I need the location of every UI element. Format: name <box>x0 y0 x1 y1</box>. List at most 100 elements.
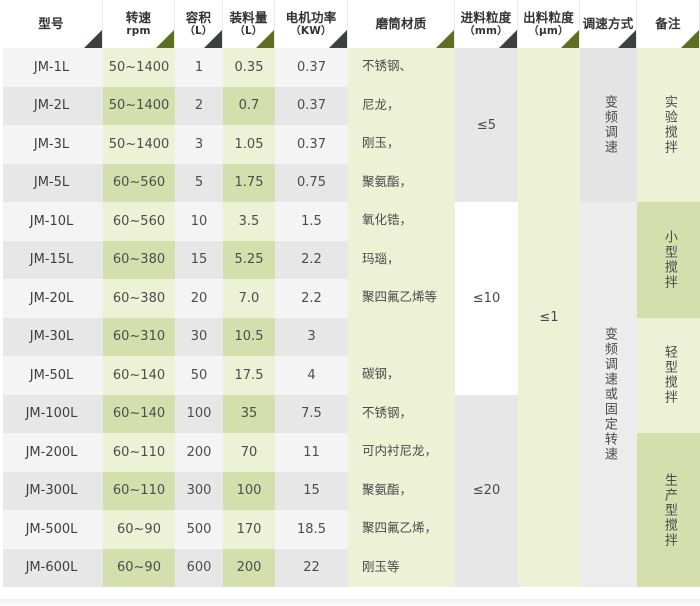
column-header-title: 磨筒材质 <box>375 16 427 32</box>
cell-power: 15 <box>275 471 348 510</box>
cell-rpm: 60~140 <box>103 394 175 433</box>
column-header-rpm[interactable]: 转速 rpm <box>103 0 175 48</box>
cell-rpm: 60~560 <box>103 202 175 241</box>
cell-load: 7.0 <box>223 279 275 318</box>
cell-model: JM-200L <box>0 433 103 472</box>
cell-rpm: 60~310 <box>103 317 175 356</box>
column-header-title: 调速方式 <box>582 16 634 32</box>
speed-value: 变频调速或固定转速 <box>601 327 617 462</box>
cell-material-merged: 不锈钢、 尼龙， 刚玉， 聚氨酯， 氧化锆， 玛瑙， 聚四氟乙烯等 碳钢， 不锈钢， 可内衬尼龙，… <box>348 48 455 587</box>
cell-outlet-merged: ≤1 <box>518 48 580 587</box>
cell-power: 22 <box>275 548 348 587</box>
cell-load: 35 <box>223 394 275 433</box>
speed-value: 变频调速 <box>601 95 617 155</box>
cell-model: JM-3L <box>0 125 103 164</box>
cell-volume: 2 <box>175 86 223 125</box>
cell-rpm: 50~1400 <box>103 125 175 164</box>
cell-remark-merged: 轻型搅拌 <box>637 317 700 433</box>
cell-speed-merged: 变频调速 <box>580 48 637 202</box>
cell-rpm: 60~110 <box>103 433 175 472</box>
cell-model: JM-20L <box>0 279 103 318</box>
column-header-volume[interactable]: 容积 （L） <box>175 0 223 48</box>
column-header-unit: rpm <box>126 25 151 38</box>
material-line: 刚玉等 <box>362 558 400 574</box>
cell-rpm: 60~110 <box>103 471 175 510</box>
column-header-title: 电机功率 <box>285 9 337 25</box>
corner-triangle-icon <box>84 30 102 48</box>
cell-load: 0.35 <box>223 48 275 87</box>
column-header-speed[interactable]: 调速方式 <box>580 0 637 48</box>
cell-load: 170 <box>223 510 275 549</box>
corner-triangle-icon <box>256 30 274 48</box>
cell-model: JM-500L <box>0 510 103 549</box>
column-header-mat[interactable]: 磨筒材质 <box>348 0 455 48</box>
cell-power: 18.5 <box>275 510 348 549</box>
cell-model: JM-1L <box>0 48 103 87</box>
cell-volume: 500 <box>175 510 223 549</box>
cell-power: 0.37 <box>275 86 348 125</box>
column-header-title: 型号 <box>38 16 64 32</box>
cell-rpm: 60~560 <box>103 163 175 202</box>
table-header-row: 型号 转速 rpm 容积 （L） 装料量 （L） 电机功率 （KW） 磨筒材质 进料粒度 （mm） 出料… <box>0 0 700 48</box>
left-edge-mask <box>0 48 3 599</box>
cell-power: 0.75 <box>275 163 348 202</box>
cell-remark-merged: 实验搅拌 <box>637 48 700 202</box>
cell-volume: 10 <box>175 202 223 241</box>
cell-power: 11 <box>275 433 348 472</box>
outlet-value: ≤1 <box>539 310 559 325</box>
material-line: 氧化锆， <box>362 212 413 228</box>
column-header-load[interactable]: 装料量 （L） <box>223 0 275 48</box>
cell-model: JM-10L <box>0 202 103 241</box>
inlet-value: ≤5 <box>476 117 497 133</box>
table-bottom-shadow <box>0 599 700 606</box>
corner-triangle-icon <box>618 30 636 48</box>
column-header-title: 转速 <box>125 9 152 25</box>
cell-rpm: 50~1400 <box>103 86 175 125</box>
corner-triangle-icon <box>204 30 222 48</box>
cell-power: 0.37 <box>275 125 348 164</box>
cell-load: 3.5 <box>223 202 275 241</box>
cell-remark-merged: 小型搅拌 <box>637 202 700 318</box>
cell-load: 100 <box>223 471 275 510</box>
cell-remark-merged: 生产型搅拌 <box>637 433 700 587</box>
column-header-unit: （mm） <box>464 25 508 38</box>
cell-power: 0.37 <box>275 48 348 87</box>
cell-inlet-merged: ≤10 <box>455 202 518 395</box>
cell-power: 3 <box>275 317 348 356</box>
cell-volume: 50 <box>175 356 223 395</box>
cell-volume: 20 <box>175 279 223 318</box>
cell-volume: 5 <box>175 163 223 202</box>
cell-load: 5.25 <box>223 240 275 279</box>
cell-load: 70 <box>223 433 275 472</box>
material-line: 玛瑙， <box>362 250 400 266</box>
corner-triangle-icon <box>561 30 579 48</box>
cell-speed-merged: 变频调速或固定转速 <box>580 202 637 587</box>
corner-triangle-icon <box>681 30 699 48</box>
column-header-outlet[interactable]: 出料粒度 （μm） <box>518 0 580 48</box>
cell-power: 4 <box>275 356 348 395</box>
column-header-inlet[interactable]: 进料粒度 （mm） <box>455 0 518 48</box>
column-header-remark[interactable]: 备注 <box>637 0 700 48</box>
cell-volume: 200 <box>175 433 223 472</box>
cell-load: 17.5 <box>223 356 275 395</box>
cell-model: JM-15L <box>0 240 103 279</box>
cell-load: 0.7 <box>223 86 275 125</box>
material-line: 刚玉， <box>362 135 400 151</box>
table-body: JM-1L 50~1400 1 0.35 0.37 JM-2L 50~1400 2 0.7 0.3… <box>0 48 700 599</box>
column-header-model[interactable]: 型号 <box>0 0 103 48</box>
cell-model: JM-600L <box>0 548 103 587</box>
material-line: 不锈钢、 <box>362 58 413 74</box>
cell-model: JM-50L <box>0 356 103 395</box>
column-header-unit: （μm） <box>528 25 569 38</box>
cell-volume: 300 <box>175 471 223 510</box>
cell-volume: 3 <box>175 125 223 164</box>
material-line: 可内衬尼龙， <box>362 443 438 459</box>
column-header-unit: （L） <box>234 25 263 38</box>
column-header-title: 出料粒度 <box>523 9 574 25</box>
remark-value: 小型搅拌 <box>661 229 677 290</box>
cell-model: JM-30L <box>0 317 103 356</box>
remark-value: 实验搅拌 <box>661 95 677 155</box>
column-header-power[interactable]: 电机功率 （KW） <box>275 0 348 48</box>
material-line: 聚四氟乙烯， <box>362 520 438 536</box>
